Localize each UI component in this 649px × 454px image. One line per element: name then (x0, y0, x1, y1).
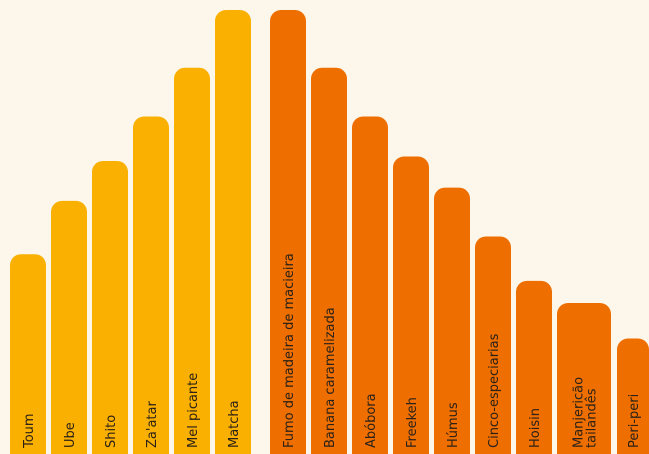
bar-group: Za'atar (133, 116, 169, 454)
bar-group: Toum (10, 254, 46, 454)
bar (516, 280, 552, 454)
bar (311, 67, 347, 454)
bar-label: Húmus (446, 402, 461, 448)
bar-group: Hoisin (516, 280, 552, 454)
bar-label: Fumo de madeira de macieira (282, 253, 297, 448)
bar (92, 160, 128, 454)
bar-label: Hoisin (528, 408, 543, 448)
bar (434, 187, 470, 454)
bar (617, 338, 649, 454)
bar-label: Banana caramelizada (323, 307, 338, 448)
bar-group: Abóbora (352, 116, 388, 454)
bar-label: Matcha (227, 400, 242, 448)
bar (51, 200, 87, 454)
bar-label: Toum (22, 413, 37, 449)
bar-label: Abóbora (364, 393, 379, 448)
bar-group: Banana caramelizada (311, 67, 347, 454)
bar-label: Shito (104, 415, 119, 448)
bar-group: Fumo de madeira de macieira (270, 10, 306, 454)
bar-label: Peri-peri (627, 394, 642, 448)
bar-group: Matcha (215, 10, 251, 454)
bar-label: Manjericão (572, 377, 587, 448)
bar-label: Mel picante (186, 373, 201, 448)
bar-label: Za'atar (145, 401, 160, 448)
bar (133, 116, 169, 454)
bar (10, 254, 46, 454)
bar (215, 10, 251, 454)
bar-label: tailandês (585, 388, 600, 448)
bar (270, 10, 306, 454)
bar-group: Ube (51, 200, 87, 454)
bar-group: Freekeh (393, 156, 429, 454)
bar (557, 303, 611, 454)
bar-group: Mel picante (174, 67, 210, 454)
bar-group: Peri-peri (617, 338, 649, 454)
bar (393, 156, 429, 454)
bar (174, 67, 210, 454)
bar-group: Húmus (434, 187, 470, 454)
bar-group: Shito (92, 160, 128, 454)
bar-group: Cinco-especiarias (475, 236, 511, 454)
bar-label: Ube (63, 422, 78, 448)
bar-label: Cinco-especiarias (487, 333, 502, 448)
bar (352, 116, 388, 454)
bar-label: Freekeh (405, 397, 420, 448)
bar (475, 236, 511, 454)
